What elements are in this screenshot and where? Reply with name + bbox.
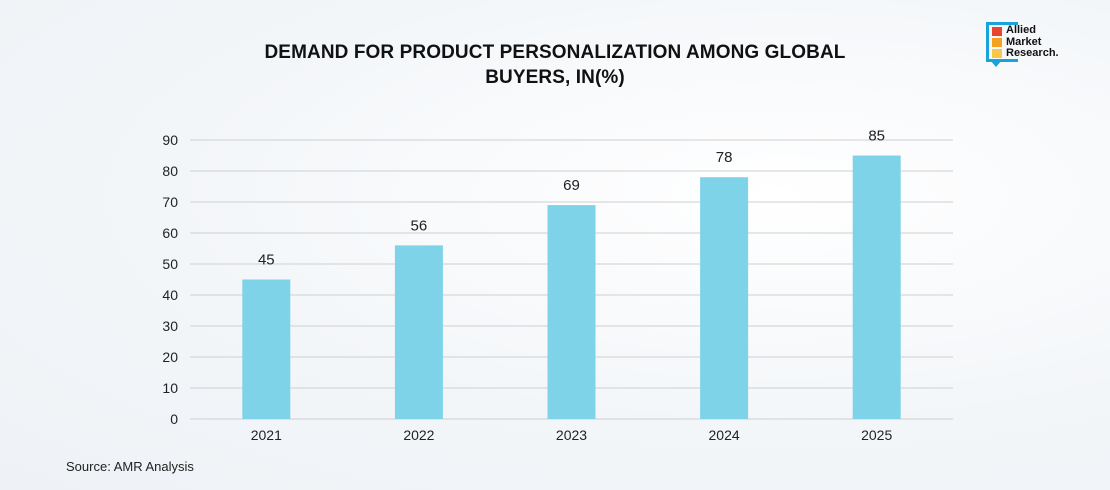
logo-text: Allied Market Research. (1006, 24, 1059, 60)
bar (394, 245, 443, 419)
bar (547, 205, 596, 419)
data-label: 69 (563, 177, 580, 194)
allied-market-research-logo: Allied Market Research. (986, 22, 1078, 67)
chart-title-line-2: BUYERS, IN(%) (485, 67, 625, 88)
y-tick-label: 60 (162, 225, 178, 241)
logo-square-red (992, 27, 1002, 36)
chart-title: DEMAND FOR PRODUCT PERSONALIZATION AMONG… (0, 40, 1110, 90)
x-tick-label: 2022 (403, 427, 434, 443)
logo-tail (990, 60, 1002, 67)
y-tick-label: 40 (162, 287, 178, 303)
data-label: 45 (258, 252, 275, 269)
logo-text-line-2: Market (1006, 35, 1042, 48)
source-note: Source: AMR Analysis (66, 459, 194, 474)
y-tick-label: 70 (162, 194, 178, 210)
x-tick-label: 2021 (251, 427, 282, 443)
y-tick-label: 0 (170, 411, 178, 427)
data-label: 78 (716, 149, 733, 166)
logo-text-line-1: Allied (1006, 24, 1036, 36)
logo-text-line-3: Research. (1006, 47, 1059, 59)
data-label: 56 (411, 217, 428, 234)
x-tick-label: 2023 (556, 427, 587, 443)
x-tick-label: 2025 (861, 427, 892, 443)
y-tick-label: 50 (162, 256, 178, 272)
x-tick-label: 2024 (709, 427, 740, 443)
y-tick-label: 20 (162, 349, 178, 365)
y-tick-label: 30 (162, 318, 178, 334)
bar (700, 177, 749, 419)
bar (852, 155, 901, 419)
y-tick-label: 80 (162, 163, 178, 179)
logo-frame (986, 22, 1018, 62)
bar (242, 279, 291, 419)
logo-square-orange (992, 38, 1002, 47)
y-tick-label: 10 (162, 380, 178, 396)
chart-title-line-1: DEMAND FOR PRODUCT PERSONALIZATION AMONG… (264, 42, 846, 63)
data-label: 85 (868, 128, 885, 145)
y-tick-label: 90 (162, 132, 178, 148)
logo-square-yellow (992, 49, 1002, 58)
